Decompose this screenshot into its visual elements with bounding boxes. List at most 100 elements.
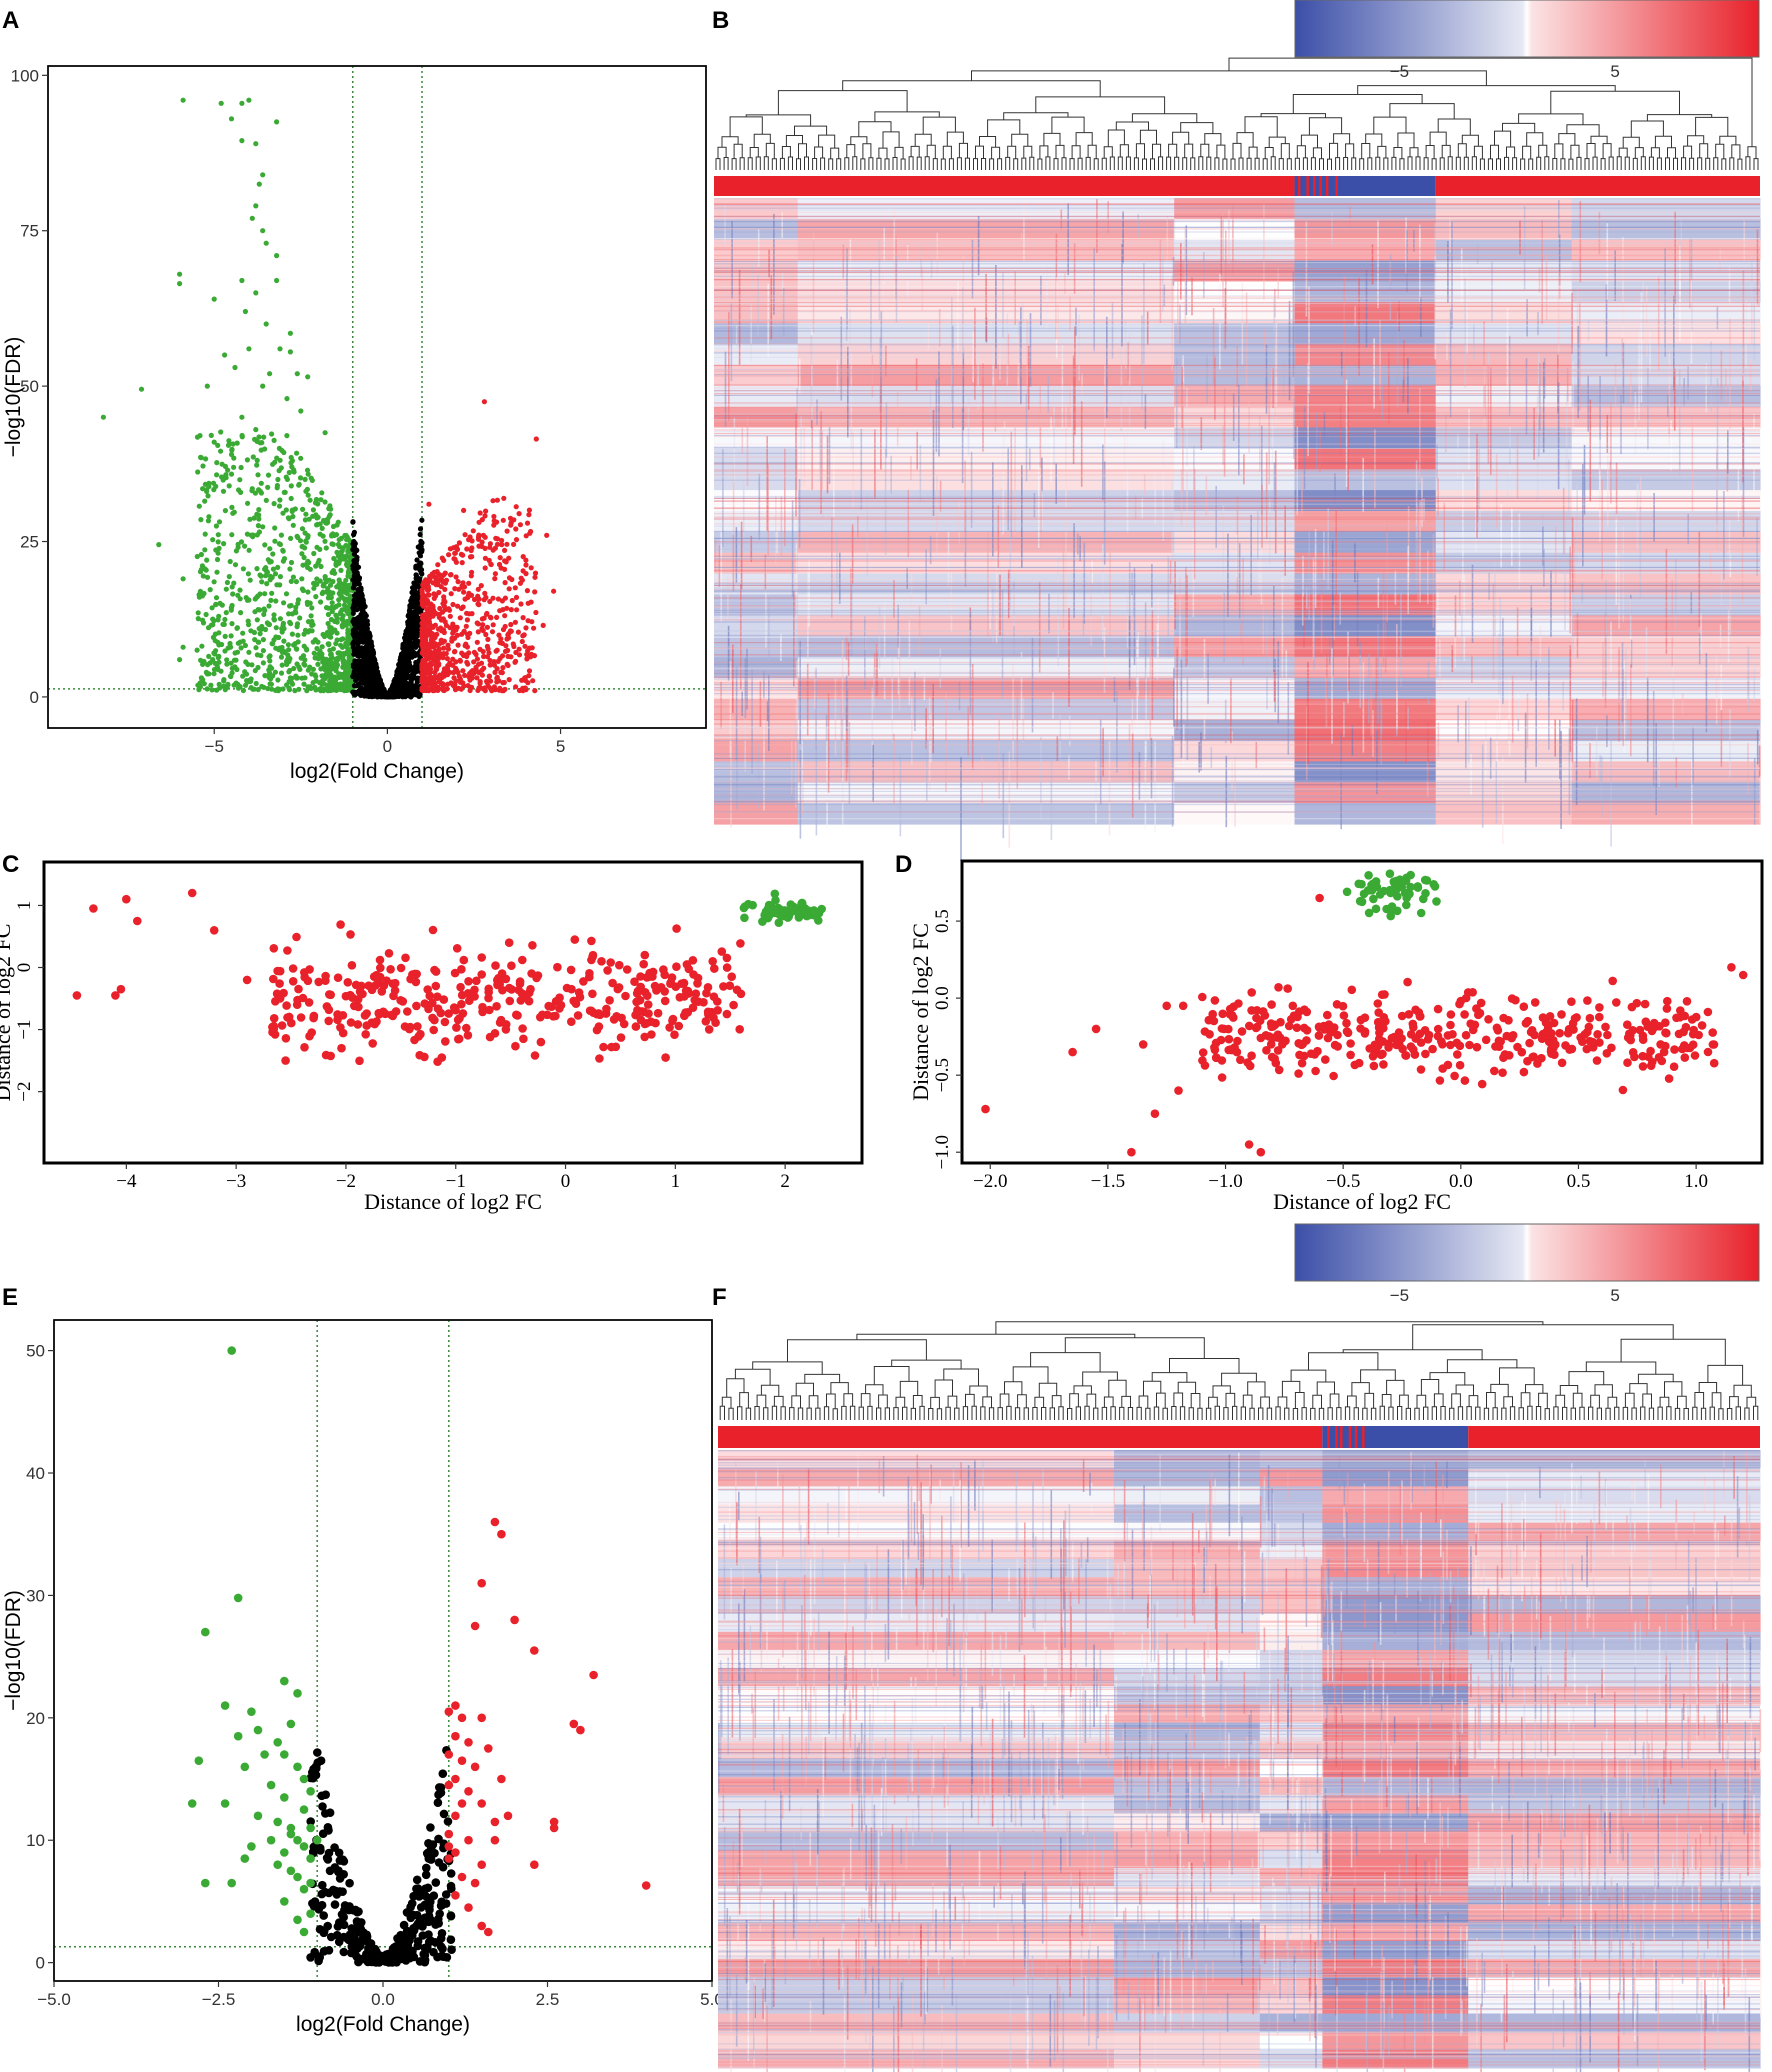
data-point-down — [287, 349, 293, 355]
data-point — [329, 541, 335, 547]
panel-label-f: F — [712, 1284, 727, 1311]
data-point — [305, 667, 311, 673]
heatmap-streak — [1176, 646, 1178, 730]
data-point — [245, 618, 251, 624]
heatmap-cell — [1571, 281, 1761, 303]
data-point — [419, 598, 425, 604]
y-tick-label: 25 — [20, 533, 39, 552]
data-point-up — [533, 436, 539, 442]
data-point — [337, 557, 343, 563]
heatmap-streak — [1227, 533, 1229, 617]
data-point — [643, 991, 652, 1000]
data-point — [484, 643, 490, 650]
heatmap-row-line — [714, 656, 1760, 658]
data-point — [432, 687, 438, 693]
data-point — [536, 1037, 546, 1047]
heatmap-cell — [1435, 803, 1573, 825]
heatmap-streak — [1601, 756, 1603, 818]
data-point — [326, 641, 332, 647]
heatmap-cell — [1294, 803, 1437, 825]
data-point — [319, 681, 325, 687]
data-point — [313, 563, 319, 569]
data-point — [567, 1017, 576, 1026]
data-point — [299, 526, 306, 532]
data-point — [528, 599, 534, 605]
data-point — [372, 657, 378, 664]
data-point — [353, 677, 359, 684]
data-point — [532, 589, 538, 595]
data-point — [301, 554, 307, 561]
heatmap-streak — [1524, 712, 1527, 783]
data-point — [228, 471, 235, 477]
heatmap-cell — [1174, 719, 1296, 742]
data-point — [421, 579, 427, 585]
heatmap-streak — [1281, 577, 1284, 687]
data-point — [479, 539, 485, 545]
data-point — [736, 939, 745, 948]
data-point — [457, 679, 464, 685]
heatmap-row-line — [714, 646, 1760, 648]
data-point — [459, 650, 465, 656]
data-point — [513, 684, 519, 690]
data-point — [469, 611, 475, 617]
data-point-down — [260, 228, 266, 234]
data-point — [198, 517, 204, 523]
data-point — [376, 963, 385, 973]
data-point — [259, 579, 265, 585]
data-point — [275, 564, 281, 571]
data-point — [440, 578, 446, 584]
heatmap-row-line — [714, 475, 1760, 477]
data-point — [267, 658, 273, 664]
heatmap-cell — [1435, 531, 1573, 554]
data-point — [266, 621, 272, 628]
data-point — [281, 638, 287, 644]
data-point — [450, 662, 456, 668]
data-point — [504, 541, 510, 547]
heatmap-row-line — [714, 690, 1760, 692]
heatmap-row-line — [714, 757, 1760, 759]
data-point — [415, 608, 421, 614]
heatmap-streak — [1679, 246, 1681, 342]
data-point — [269, 686, 275, 692]
data-point — [342, 685, 348, 691]
x-axis-title: log2(Fold Change) — [290, 760, 464, 783]
data-point — [280, 620, 286, 627]
data-point — [481, 597, 487, 603]
data-point — [314, 977, 324, 987]
heatmap-streak — [1601, 479, 1603, 581]
data-point — [409, 597, 415, 603]
data-point — [272, 538, 278, 544]
heatmap-streak — [958, 500, 960, 544]
data-point — [299, 551, 305, 557]
data-point — [447, 613, 453, 619]
heatmap-row-line — [714, 219, 1760, 221]
heatmap-row-line — [714, 507, 1760, 509]
heatmap-row-line — [714, 415, 1760, 417]
data-point — [429, 680, 435, 687]
data-point — [226, 483, 232, 489]
data-point — [482, 545, 488, 552]
heatmap-streak — [927, 323, 930, 351]
data-point — [216, 659, 222, 665]
data-point — [346, 585, 352, 591]
data-point — [288, 578, 294, 585]
heatmap-cell — [1294, 427, 1437, 449]
data-point — [197, 433, 203, 439]
data-point — [252, 596, 258, 602]
data-point — [295, 597, 301, 603]
data-point — [353, 563, 360, 569]
data-point — [325, 611, 331, 618]
data-point — [305, 492, 311, 498]
data-point-down — [253, 203, 259, 209]
heatmap-streak — [1223, 592, 1225, 663]
data-point — [334, 630, 340, 636]
data-point — [434, 569, 440, 575]
data-point-down — [274, 119, 280, 125]
data-point — [518, 1024, 527, 1033]
data-point — [211, 650, 217, 656]
heatmap-streak — [1184, 226, 1187, 325]
heatmap-row-line — [714, 600, 1760, 602]
data-point — [325, 620, 331, 627]
data-point — [240, 630, 246, 636]
